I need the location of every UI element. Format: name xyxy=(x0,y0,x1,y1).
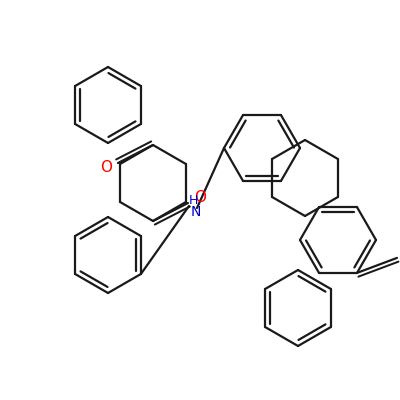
Text: O: O xyxy=(100,160,112,176)
Text: O: O xyxy=(194,190,206,206)
Text: H: H xyxy=(188,194,198,206)
Text: N: N xyxy=(191,205,201,219)
